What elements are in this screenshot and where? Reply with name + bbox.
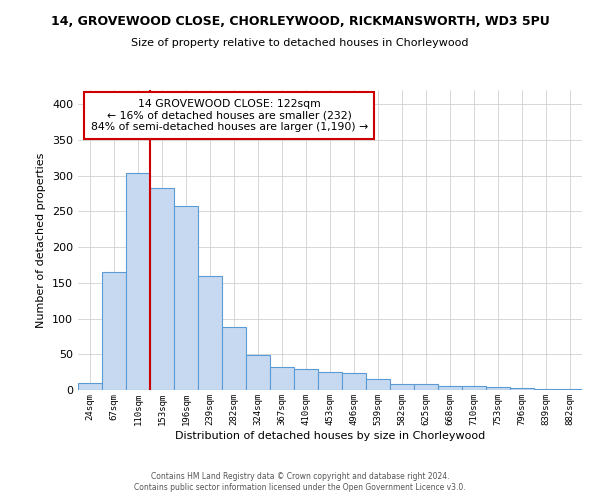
Bar	[510, 388, 534, 390]
Bar	[198, 276, 222, 390]
Bar	[270, 367, 294, 390]
Bar	[246, 355, 270, 390]
Text: 14, GROVEWOOD CLOSE, CHORLEYWOOD, RICKMANSWORTH, WD3 5PU: 14, GROVEWOOD CLOSE, CHORLEYWOOD, RICKMA…	[50, 15, 550, 28]
Bar	[78, 383, 102, 390]
Bar	[390, 384, 414, 390]
Text: Contains HM Land Registry data © Crown copyright and database right 2024.: Contains HM Land Registry data © Crown c…	[151, 472, 449, 481]
Bar	[366, 378, 390, 390]
Text: Contains public sector information licensed under the Open Government Licence v3: Contains public sector information licen…	[134, 484, 466, 492]
Text: Size of property relative to detached houses in Chorleywood: Size of property relative to detached ho…	[131, 38, 469, 48]
Y-axis label: Number of detached properties: Number of detached properties	[37, 152, 46, 328]
Bar	[294, 370, 318, 390]
Bar	[318, 372, 342, 390]
Bar	[126, 173, 150, 390]
Bar	[414, 384, 438, 390]
X-axis label: Distribution of detached houses by size in Chorleywood: Distribution of detached houses by size …	[175, 430, 485, 440]
Bar	[342, 373, 366, 390]
Bar	[102, 272, 126, 390]
Bar	[558, 388, 582, 390]
Bar	[534, 388, 558, 390]
Bar	[438, 386, 462, 390]
Bar	[462, 386, 486, 390]
Text: 14 GROVEWOOD CLOSE: 122sqm
← 16% of detached houses are smaller (232)
84% of sem: 14 GROVEWOOD CLOSE: 122sqm ← 16% of deta…	[91, 99, 368, 132]
Bar	[222, 327, 246, 390]
Bar	[174, 206, 198, 390]
Bar	[486, 387, 510, 390]
Bar	[150, 188, 174, 390]
